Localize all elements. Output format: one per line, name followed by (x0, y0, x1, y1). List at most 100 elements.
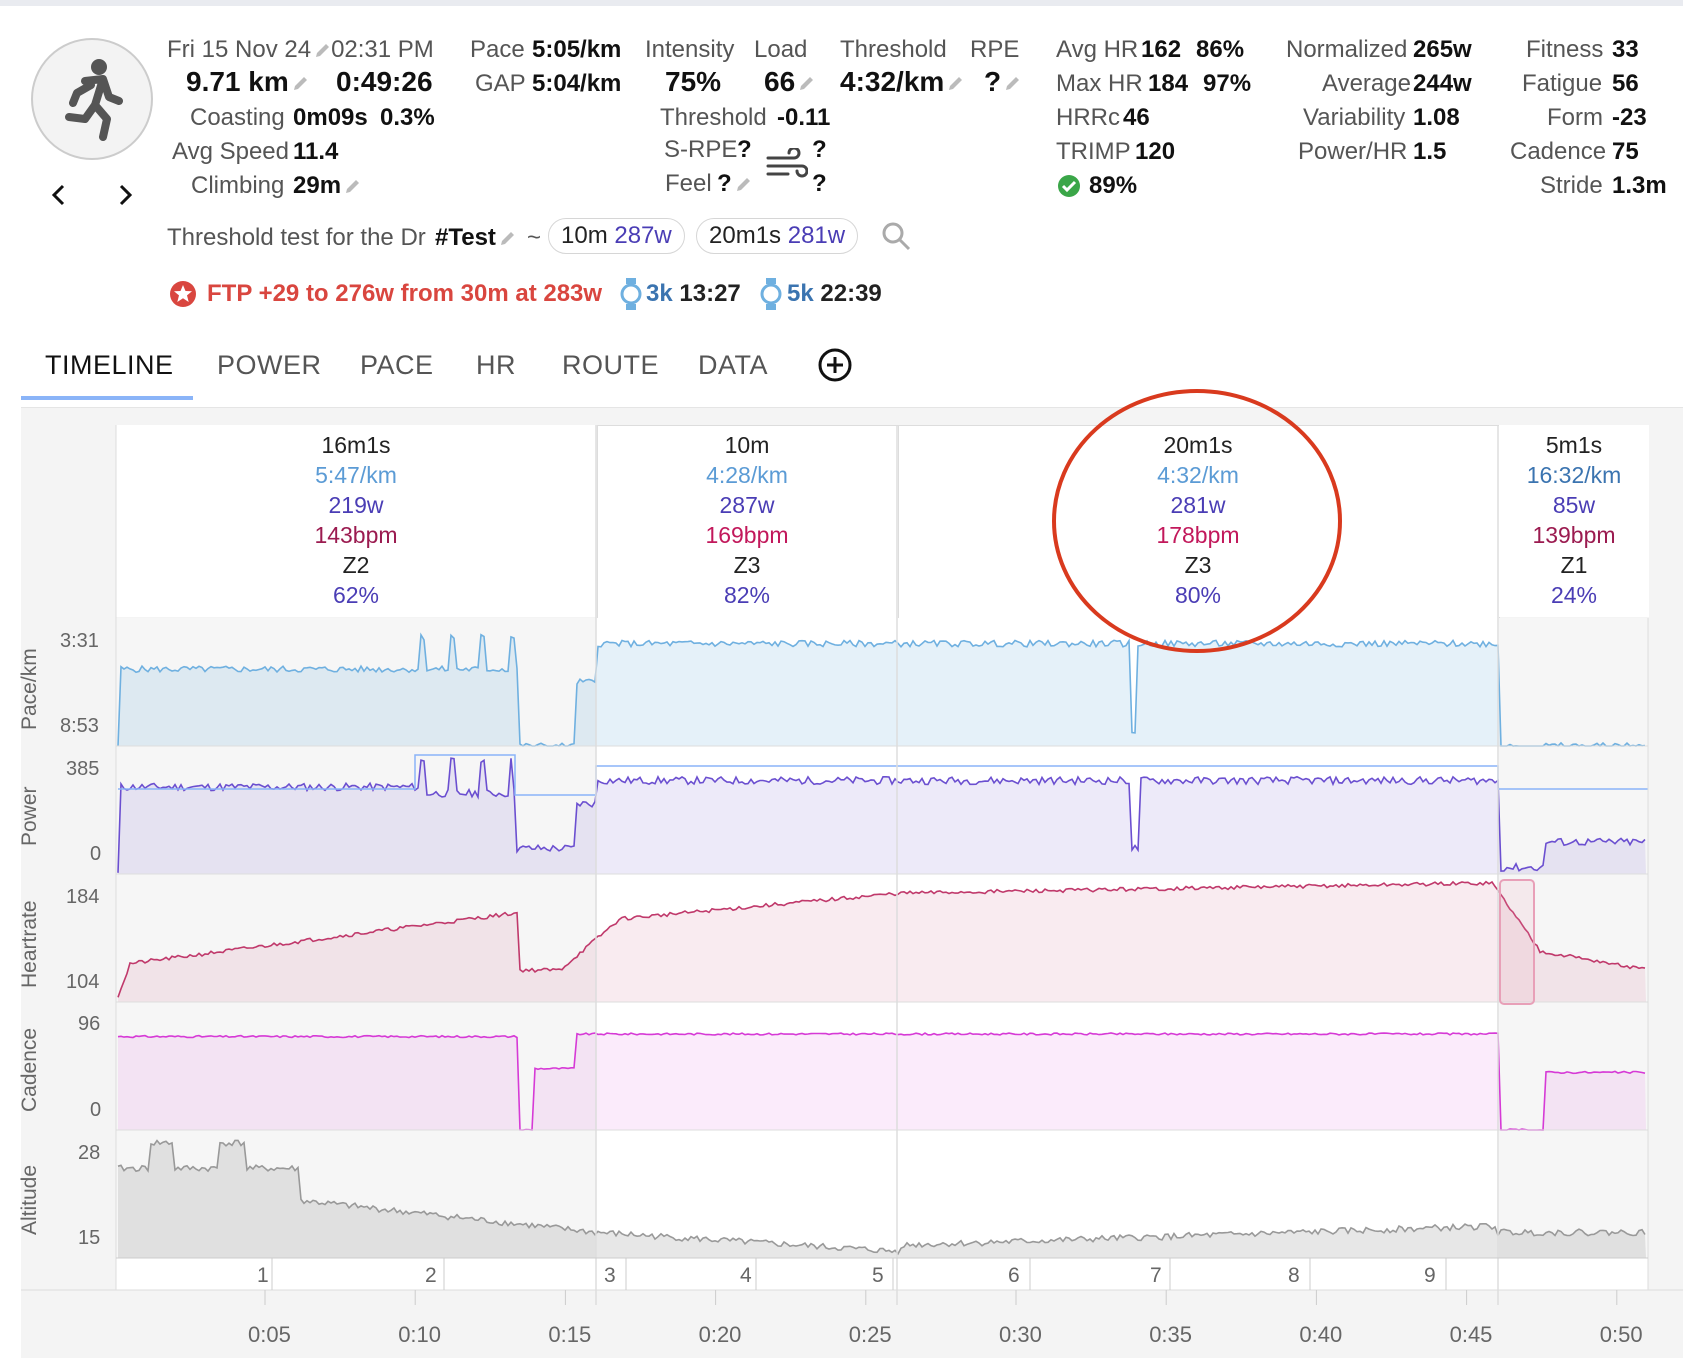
wind-q2: ? (812, 170, 827, 197)
segment-box-4[interactable] (1499, 425, 1649, 617)
watch-icon (760, 278, 782, 310)
coasting-pct: 0.3% (380, 104, 435, 131)
add-tab-icon[interactable] (818, 348, 852, 382)
edit-date-icon[interactable] (313, 42, 331, 60)
wind-icon[interactable] (766, 148, 808, 184)
edit-threshold-icon[interactable] (946, 75, 964, 93)
gap-label: GAP (475, 70, 526, 97)
tab-power[interactable]: POWER (217, 350, 322, 380)
normalized-label: Normalized (1286, 36, 1408, 63)
segment-box-3[interactable] (898, 425, 1500, 618)
description-text[interactable]: Threshold test for the Dr (167, 224, 426, 251)
fitness-value: 33 (1612, 36, 1639, 63)
threshold-delta-value: -0.11 (777, 104, 831, 131)
lap-label[interactable]: 8 (1288, 1264, 1300, 1287)
segment-pct: 82% (723, 582, 771, 608)
feel-value: ? (717, 170, 752, 198)
variability-value: 1.08 (1413, 104, 1460, 131)
interval-pill-20m[interactable]: 20m1s 281w (696, 218, 859, 254)
edit-climbing-icon[interactable] (343, 178, 361, 196)
prev-activity-icon[interactable] (44, 180, 74, 210)
hr-axis-label: Heartrate (18, 900, 41, 988)
time-axis-tick: 0:15 (548, 1322, 592, 1347)
power-max-tick: 385 (66, 758, 100, 780)
edit-distance-icon[interactable] (291, 75, 309, 93)
pace-series-line (117, 632, 1646, 748)
edit-feel-icon[interactable] (734, 176, 752, 194)
power-axis-label: Power (18, 786, 41, 846)
lap-label[interactable]: 3 (604, 1264, 616, 1287)
tab-pace[interactable]: PACE (360, 350, 434, 380)
distance-text: 9.71 km (186, 66, 289, 97)
altitude-min-tick: 15 (78, 1227, 101, 1249)
best-5k[interactable]: 5k 22:39 (787, 280, 882, 308)
lap-label[interactable]: 9 (1424, 1264, 1436, 1287)
lap-label[interactable]: 6 (1008, 1264, 1020, 1287)
edit-description-icon[interactable] (498, 230, 516, 248)
threshold-value: 4:32/km (840, 66, 964, 98)
tab-route[interactable]: ROUTE (562, 350, 659, 380)
climbing-value: 29m (293, 172, 361, 200)
tab-hr[interactable]: HR (476, 350, 516, 380)
avg-hr-pct: 86% (1196, 36, 1245, 63)
pill1-time: 10m (561, 222, 608, 249)
hr-max-tick: 184 (66, 886, 100, 908)
segment-power: 281w (1170, 492, 1226, 518)
interval-pill-10m[interactable]: 10m 287w (548, 218, 685, 254)
lap-label[interactable]: 2 (425, 1264, 437, 1287)
cadence-series-area (118, 1033, 1646, 1130)
highlight-circle (1052, 389, 1342, 653)
lap-label[interactable]: 4 (740, 1264, 752, 1287)
pace-series-area (118, 634, 1646, 746)
fitness-label: Fitness (1526, 36, 1604, 63)
search-icon[interactable] (880, 220, 912, 252)
next-activity-icon[interactable] (110, 180, 140, 210)
altitude-max-tick: 28 (78, 1142, 101, 1164)
lap-label[interactable]: 7 (1150, 1264, 1162, 1287)
time-axis-tick: 0:35 (1149, 1322, 1193, 1347)
climbing-label: Climbing (191, 172, 285, 199)
running-person-icon (65, 59, 123, 141)
segment-duration: 20m1s (1163, 432, 1233, 458)
segment-power: 85w (1552, 492, 1596, 518)
gap-value: 5:04/km (532, 70, 622, 97)
segment-hr: 169bpm (705, 522, 789, 548)
segment-pct: 24% (1550, 582, 1598, 608)
edit-load-icon[interactable] (797, 75, 815, 93)
wind-q1: ? (812, 136, 827, 163)
best-3k-time: 13:27 (679, 280, 741, 307)
edit-rpe-icon[interactable] (1003, 75, 1021, 93)
best-3k[interactable]: 3k 13:27 (646, 280, 741, 308)
tabs-divider (21, 407, 1683, 408)
cadence-value: 75 (1612, 138, 1639, 165)
load-value: 66 (764, 66, 815, 98)
best-3k-dist: 3k (646, 280, 673, 307)
lap-label[interactable]: 5 (872, 1264, 884, 1287)
tag-text: #Test (435, 224, 496, 251)
cadence-axis-label: Cadence (18, 1027, 41, 1112)
segment-box-1[interactable] (116, 425, 596, 617)
description-tilde: ~ (527, 224, 542, 251)
segment-hr: 139bpm (1532, 522, 1616, 548)
lap-label[interactable]: 1 (257, 1264, 269, 1287)
time-axis-tick: 0:05 (248, 1322, 291, 1347)
pace-axis-label: Pace/km (18, 648, 41, 730)
time-axis-tick: 0:20 (698, 1322, 742, 1347)
tab-data[interactable]: DATA (698, 350, 769, 380)
pace-value: 5:05/km (532, 36, 622, 63)
cadence-max-tick: 96 (78, 1013, 101, 1035)
segment-zone: Z3 (1184, 552, 1212, 578)
segment-box-2[interactable] (597, 425, 899, 618)
hr-series-line (117, 880, 1646, 998)
form-value: -23 (1612, 104, 1647, 131)
altitude-series-line (117, 1139, 1646, 1256)
hr-recovery-marker[interactable] (1499, 879, 1535, 1005)
tab-timeline[interactable]: TIMELINE (45, 350, 174, 380)
best-5k-dist: 5k (787, 280, 814, 307)
description-tag[interactable]: #Test (435, 224, 516, 252)
ftp-text[interactable]: FTP +29 to 276w from 30m at 283w (207, 280, 603, 307)
altitude-series-area (118, 1140, 1646, 1258)
pace-label: Pace (470, 36, 525, 63)
activity-avatar[interactable] (31, 38, 153, 160)
